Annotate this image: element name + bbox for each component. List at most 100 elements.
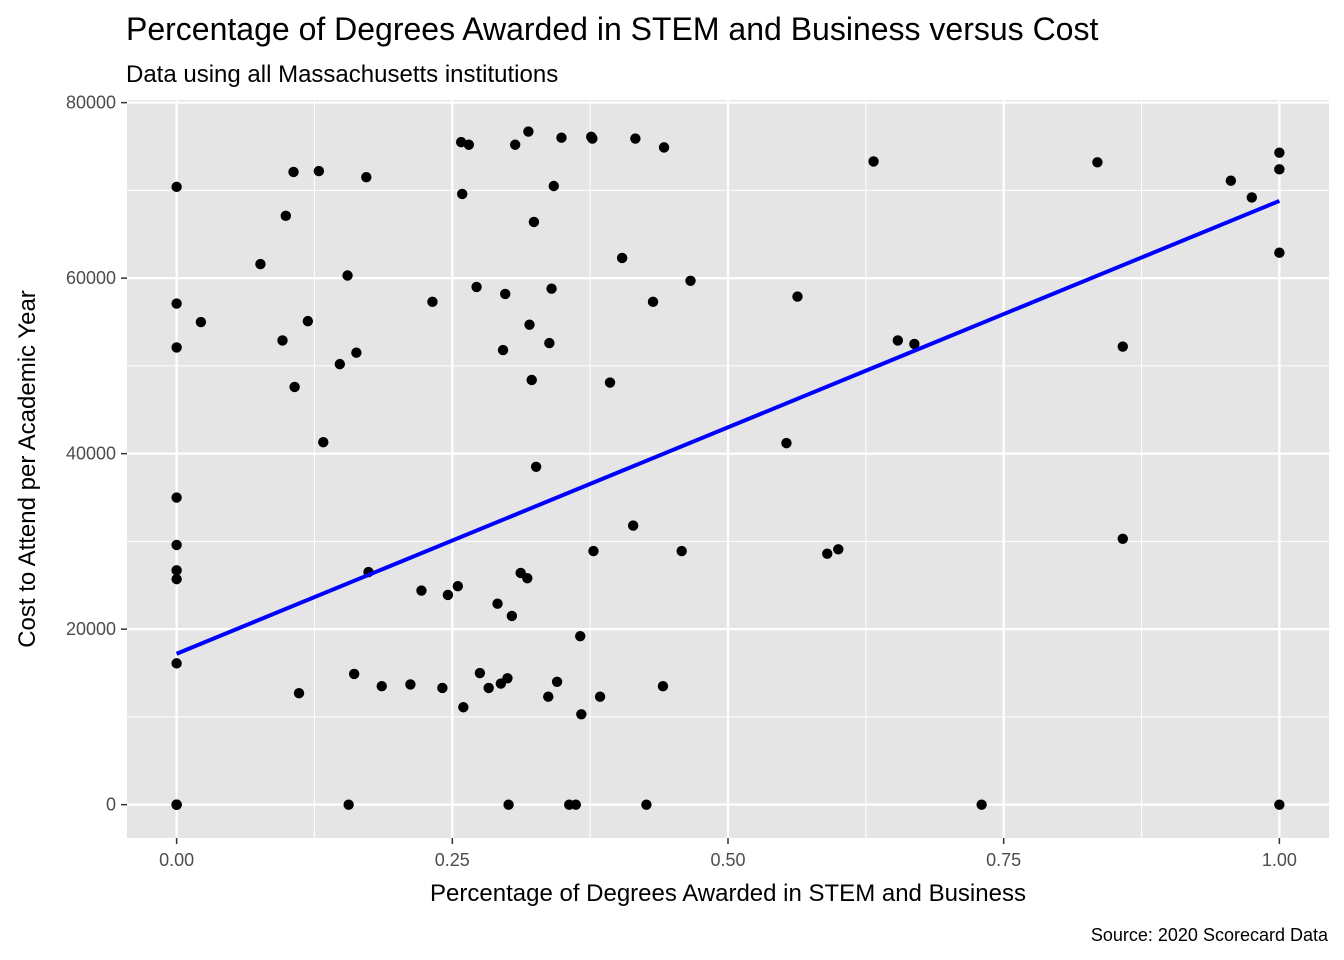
data-point xyxy=(1274,147,1285,158)
data-point xyxy=(437,682,448,694)
data-point xyxy=(604,377,616,388)
data-point xyxy=(502,673,513,684)
y-axis-ticks: 0 20000 40000 60000 80000 xyxy=(66,93,127,815)
x-tick-label: 0.25 xyxy=(435,850,470,870)
data-point xyxy=(348,668,360,680)
data-point xyxy=(302,315,314,327)
data-point xyxy=(171,492,182,503)
data-point xyxy=(594,691,606,702)
data-point xyxy=(318,437,329,448)
data-point xyxy=(342,270,353,281)
data-point xyxy=(544,337,555,349)
data-point xyxy=(1225,175,1237,186)
data-point xyxy=(343,799,354,810)
data-point xyxy=(171,181,182,193)
data-point xyxy=(289,381,300,393)
data-point xyxy=(195,316,207,328)
data-point xyxy=(1092,157,1103,168)
data-point xyxy=(1117,341,1128,352)
data-point xyxy=(1274,164,1285,175)
data-point xyxy=(351,347,362,358)
data-point xyxy=(575,630,586,642)
data-point xyxy=(492,598,503,609)
data-point xyxy=(361,172,372,183)
data-point xyxy=(548,180,559,192)
data-point xyxy=(522,573,533,584)
data-point xyxy=(474,667,486,679)
data-point xyxy=(587,133,598,144)
data-point xyxy=(334,358,346,370)
data-point xyxy=(616,252,628,264)
data-point xyxy=(427,296,438,308)
y-tick-label: 60000 xyxy=(66,268,116,288)
data-point xyxy=(1117,533,1128,544)
x-tick-label: 0.00 xyxy=(159,850,194,870)
data-point xyxy=(471,281,482,293)
data-point xyxy=(657,680,669,692)
data-point xyxy=(630,133,641,144)
data-point xyxy=(528,216,540,228)
data-point xyxy=(171,539,182,551)
data-point xyxy=(892,335,904,346)
data-point xyxy=(171,298,182,309)
data-point xyxy=(500,288,511,300)
data-point xyxy=(457,188,468,200)
y-tick-label: 40000 xyxy=(66,444,116,464)
data-point xyxy=(556,132,567,143)
data-point xyxy=(171,565,182,576)
data-point xyxy=(288,166,299,178)
y-tick-label: 0 xyxy=(106,795,116,815)
data-point xyxy=(909,338,920,350)
y-axis-title: Cost to Attend per Academic Year xyxy=(14,290,41,648)
data-point xyxy=(503,799,514,810)
data-point xyxy=(171,573,182,585)
data-points xyxy=(171,126,1285,810)
data-point xyxy=(781,437,792,449)
x-tick-label: 1.00 xyxy=(1262,850,1297,870)
data-point xyxy=(376,680,387,692)
y-tick-label: 80000 xyxy=(66,93,116,113)
chart-title: Percentage of Degrees Awarded in STEM an… xyxy=(126,11,1098,47)
data-point xyxy=(463,139,475,150)
data-point xyxy=(171,658,182,669)
data-point xyxy=(452,580,464,592)
x-axis-title: Percentage of Degrees Awarded in STEM an… xyxy=(430,880,1026,907)
data-point xyxy=(171,342,182,353)
data-point xyxy=(1274,799,1285,810)
data-point xyxy=(171,799,182,810)
x-axis-ticks: 0.00 0.25 0.50 0.75 1.00 xyxy=(159,838,1297,870)
data-point xyxy=(822,548,833,559)
data-point xyxy=(641,799,652,810)
y-tick-label: 20000 xyxy=(66,619,116,639)
x-tick-label: 0.75 xyxy=(986,850,1021,870)
data-point xyxy=(405,679,416,690)
data-point xyxy=(868,156,879,167)
data-point xyxy=(483,682,494,694)
data-point xyxy=(497,344,509,356)
data-point xyxy=(658,142,670,153)
data-point xyxy=(792,291,803,302)
data-point xyxy=(523,126,534,137)
trend-line xyxy=(175,199,1281,656)
data-point xyxy=(530,461,542,473)
data-point xyxy=(543,691,554,702)
data-point xyxy=(458,702,469,713)
data-point xyxy=(509,139,521,150)
major-gridlines xyxy=(127,100,1329,838)
data-point xyxy=(255,258,266,270)
data-point xyxy=(685,275,696,286)
data-point xyxy=(280,210,291,222)
data-point xyxy=(506,610,518,622)
data-point xyxy=(546,283,557,294)
data-point xyxy=(627,520,639,531)
data-point xyxy=(570,799,582,810)
chart-caption: Source: 2020 Scorecard Data xyxy=(1091,925,1329,945)
data-point xyxy=(976,799,987,810)
data-point xyxy=(833,544,844,555)
data-point xyxy=(313,165,325,177)
data-point xyxy=(576,709,587,720)
data-point xyxy=(588,545,599,557)
data-point xyxy=(524,319,535,330)
data-point xyxy=(676,545,687,557)
